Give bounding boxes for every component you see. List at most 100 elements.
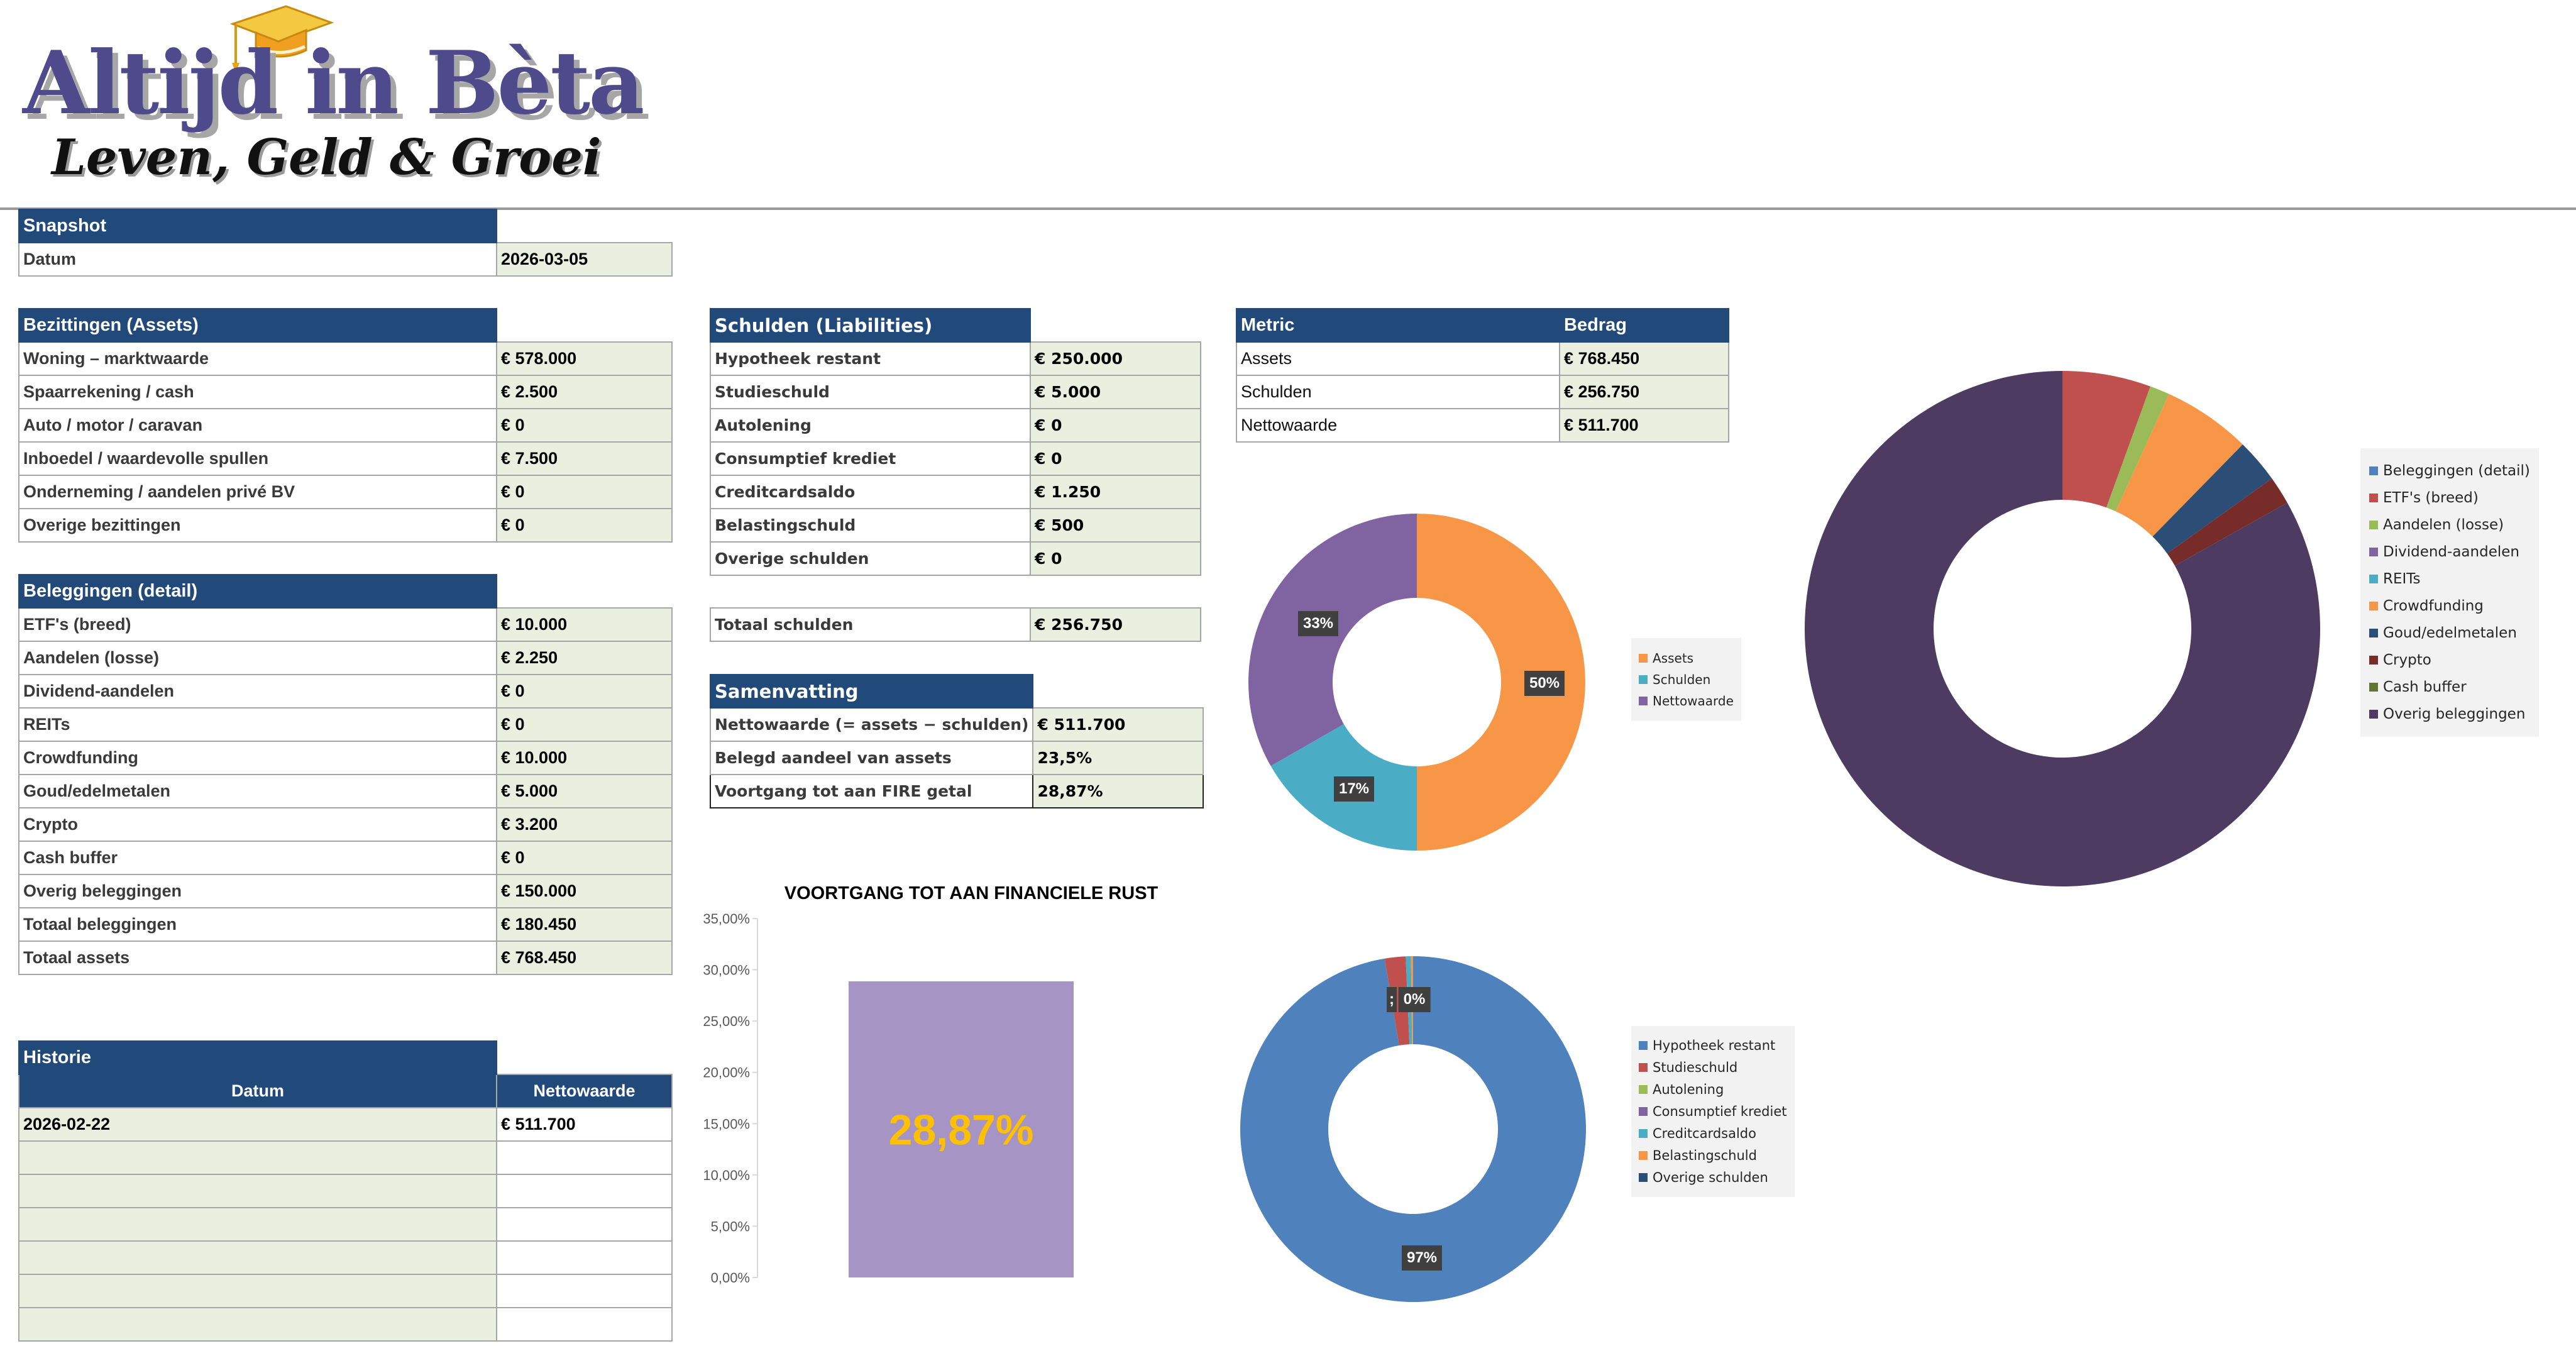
row-value[interactable]: € 5.000 — [496, 774, 673, 808]
row-value[interactable]: € 0 — [496, 841, 673, 875]
legend-swatch — [2369, 521, 2378, 529]
history-date-cell[interactable] — [18, 1307, 497, 1342]
row-value[interactable]: € 0 — [1030, 408, 1201, 443]
metric-label: Schulden — [1236, 375, 1560, 409]
row-value[interactable]: € 0 — [496, 707, 673, 742]
legend-label: Autolening — [1653, 1082, 1724, 1097]
summary-table: Samenvatting Nettowaarde (= assets − sch… — [709, 674, 1204, 808]
donut-slice-aandelen-losse- — [2106, 386, 2169, 512]
history-value-cell — [496, 1207, 673, 1242]
table-row: Overige bezittingen € 0 — [18, 508, 673, 543]
table-row: Woning – marktwaarde € 578.000 — [18, 341, 673, 376]
table-row: Consumptief krediet € 0 — [710, 441, 1201, 476]
column-header-date: Datum — [18, 1074, 497, 1108]
history-value-cell: € 511.700 — [496, 1107, 673, 1142]
row-value[interactable]: € 2.250 — [496, 641, 673, 675]
table-row: Datum 2026-03-05 — [18, 242, 673, 277]
y-tick-label: 0,00% — [711, 1270, 750, 1286]
total-liabilities-value[interactable]: € 256.750 — [1030, 607, 1201, 642]
liabilities-header: Schulden (Liabilities) — [710, 308, 1031, 343]
row-value[interactable]: € 768.450 — [496, 941, 673, 975]
legend-swatch — [2369, 629, 2378, 637]
progress-bar — [849, 981, 1074, 1277]
legend-swatch — [2369, 466, 2378, 475]
row-value[interactable]: € 10.000 — [496, 741, 673, 775]
legend-item: Cash buffer — [2369, 679, 2530, 695]
row-label: Datum — [18, 242, 497, 277]
row-value[interactable]: € 0 — [496, 408, 673, 443]
legend-label: Dividend-aandelen — [2383, 544, 2519, 560]
row-label: Belastingschuld — [710, 508, 1031, 543]
row-value[interactable]: € 7.500 — [496, 441, 673, 476]
legend-swatch — [1639, 1085, 1648, 1094]
metric-value: € 511.700 — [1559, 408, 1729, 443]
row-value[interactable]: € 578.000 — [496, 341, 673, 376]
row-value[interactable]: € 0 — [1030, 441, 1201, 476]
legend-label: Overige schulden — [1653, 1170, 1768, 1185]
row-label: Goud/edelmetalen — [18, 774, 497, 808]
legend-item: REITs — [2369, 571, 2530, 587]
row-label: Overig beleggingen — [18, 874, 497, 908]
metric-value: € 768.450 — [1559, 341, 1729, 376]
history-date-cell[interactable] — [18, 1240, 497, 1275]
row-value: 23,5% — [1032, 741, 1204, 775]
table-row: Goud/edelmetalen € 5.000 — [18, 774, 673, 808]
legend-item: Beleggingen (detail) — [2369, 463, 2530, 479]
legend-item: Studieschuld — [1639, 1060, 1787, 1075]
history-header: Historie — [18, 1040, 497, 1075]
metrics-table: Metric Bedrag Assets € 768.450 Schulden … — [1236, 308, 1729, 443]
history-date-cell[interactable] — [18, 1140, 497, 1175]
table-row: Nettowaarde (= assets − schulden) € 511.… — [709, 707, 1204, 742]
donut-slice-nettowaarde — [1248, 514, 1417, 766]
row-label: Inboedel / waardevolle spullen — [18, 441, 497, 476]
row-value[interactable]: € 180.450 — [496, 907, 673, 942]
legend-label: Belastingschuld — [1653, 1148, 1757, 1163]
row-label: Spaarrekening / cash — [18, 375, 497, 409]
legend-item: Crowdfunding — [2369, 598, 2530, 614]
row-value[interactable]: € 0 — [1030, 541, 1201, 576]
table-row: REITs € 0 — [18, 707, 673, 742]
table-row: Nettowaarde € 511.700 — [1236, 408, 1729, 443]
investments-header: Beleggingen (detail) — [18, 574, 497, 609]
data-label: 50% — [1524, 671, 1565, 696]
table-row: Hypotheek restant € 250.000 — [710, 341, 1201, 376]
legend-swatch — [1639, 1129, 1648, 1138]
row-value[interactable]: € 5.000 — [1030, 375, 1201, 409]
fire-progress-bar-chart: VOORTGANG TOT AAN FINANCIELE RUST 0,00% 5,… — [703, 883, 1158, 1286]
row-value[interactable]: € 1.250 — [1030, 475, 1201, 509]
legend-swatch — [1639, 697, 1648, 705]
row-value[interactable]: € 0 — [496, 475, 673, 509]
history-row — [18, 1274, 673, 1308]
row-label: Creditcardsaldo — [710, 475, 1031, 509]
table-row: Crypto € 3.200 — [18, 807, 673, 842]
table-row: Overige schulden € 0 — [710, 541, 1201, 576]
snapshot-date-cell[interactable]: 2026-03-05 — [496, 242, 673, 277]
row-value[interactable]: € 0 — [496, 674, 673, 709]
row-value[interactable]: € 3.200 — [496, 807, 673, 842]
row-value[interactable]: € 500 — [1030, 508, 1201, 543]
legend-label: Schulden — [1653, 672, 1711, 687]
table-row: Totaal assets € 768.450 — [18, 941, 673, 975]
history-date-cell[interactable] — [18, 1274, 497, 1308]
legend-swatch — [2369, 548, 2378, 556]
history-date-cell[interactable]: 2026-02-22 — [18, 1107, 497, 1142]
history-row — [18, 1240, 673, 1275]
row-value[interactable]: € 2.500 — [496, 375, 673, 409]
row-value[interactable]: € 10.000 — [496, 607, 673, 642]
legend-label: Cash buffer — [2383, 679, 2467, 695]
row-label: ETF's (breed) — [18, 607, 497, 642]
row-value[interactable]: € 150.000 — [496, 874, 673, 908]
row-label: Woning – marktwaarde — [18, 341, 497, 376]
row-value[interactable]: € 250.000 — [1030, 341, 1201, 376]
table-row: Autolening € 0 — [710, 408, 1201, 443]
table-row: Totaal schulden € 256.750 — [710, 607, 1201, 642]
donut-slice-etf-s-breed- — [2062, 371, 2150, 508]
history-date-cell[interactable] — [18, 1174, 497, 1208]
legend-label: Studieschuld — [1653, 1060, 1738, 1075]
row-value[interactable]: € 0 — [496, 508, 673, 543]
history-date-cell[interactable] — [18, 1207, 497, 1242]
column-header-netvalue: Nettowaarde — [496, 1074, 673, 1108]
summary-header: Samenvatting — [709, 674, 1034, 709]
row-label: Crowdfunding — [18, 741, 497, 775]
column-header-amount: Bedrag — [1559, 308, 1729, 343]
